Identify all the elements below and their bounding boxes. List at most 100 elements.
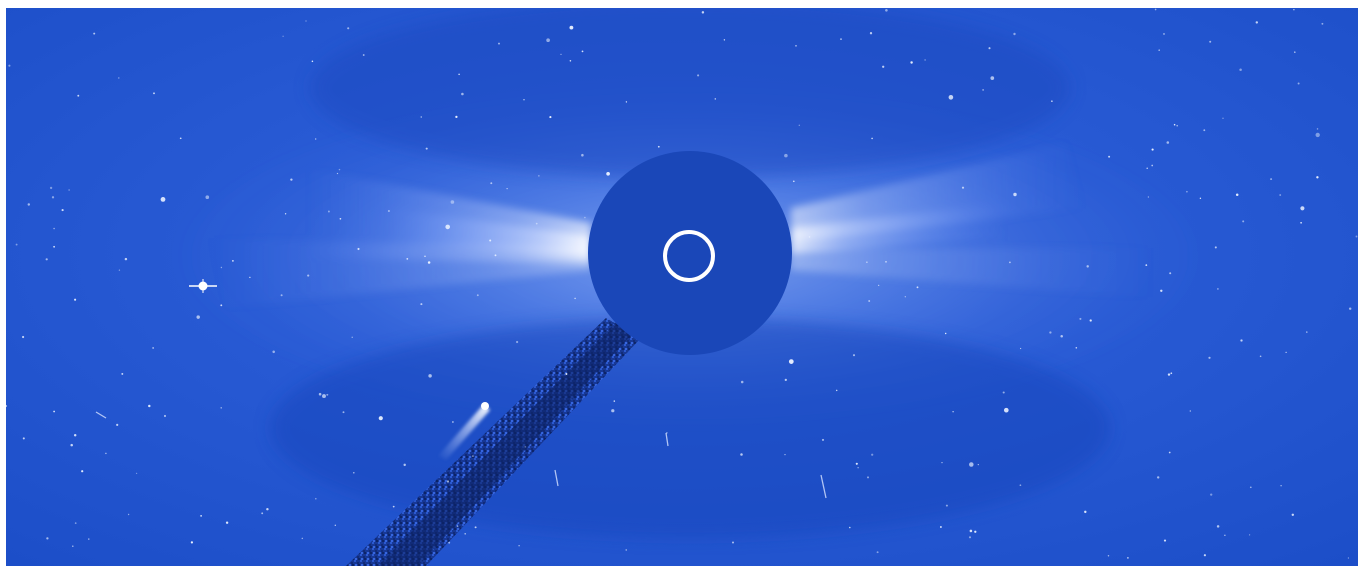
star <box>327 210 330 213</box>
star <box>1160 289 1163 292</box>
star <box>1259 355 1262 358</box>
star <box>1084 510 1087 514</box>
star <box>625 101 628 103</box>
star <box>266 507 269 511</box>
star <box>1013 192 1017 197</box>
star <box>225 521 229 524</box>
star <box>1300 206 1305 211</box>
star <box>1089 319 1092 322</box>
star <box>1242 220 1245 223</box>
star <box>948 94 954 100</box>
star <box>731 541 735 544</box>
star <box>220 304 223 307</box>
star <box>1051 100 1053 102</box>
star <box>1214 246 1217 249</box>
star <box>795 45 797 47</box>
star <box>857 467 859 469</box>
star <box>657 145 660 148</box>
star <box>1316 128 1319 130</box>
star <box>1003 407 1009 413</box>
star <box>1013 32 1016 36</box>
star <box>982 89 984 91</box>
star <box>1315 132 1320 138</box>
star-field <box>6 8 1358 559</box>
star <box>22 437 25 440</box>
star <box>1316 176 1319 179</box>
star <box>27 203 31 206</box>
star <box>455 115 458 119</box>
star <box>93 32 96 35</box>
star <box>941 461 943 464</box>
star <box>1208 356 1211 359</box>
star <box>1297 82 1300 85</box>
star <box>969 529 973 533</box>
star <box>565 373 568 375</box>
star <box>538 175 540 177</box>
star <box>1300 221 1302 224</box>
star <box>974 530 977 533</box>
star <box>885 261 887 263</box>
star <box>490 182 493 185</box>
star <box>338 168 341 171</box>
star <box>1168 451 1171 454</box>
star <box>326 393 329 396</box>
star <box>81 470 84 473</box>
star <box>261 512 264 515</box>
comet <box>438 402 490 460</box>
star <box>311 60 314 63</box>
star <box>866 261 868 263</box>
star <box>990 76 995 80</box>
star <box>1019 484 1022 487</box>
star <box>196 315 200 319</box>
bright-star <box>189 279 217 293</box>
star <box>1255 21 1259 24</box>
star <box>1189 410 1191 412</box>
star <box>1079 317 1082 320</box>
star <box>387 209 390 213</box>
star <box>1291 513 1295 517</box>
star <box>205 195 210 200</box>
star <box>869 32 873 35</box>
star <box>1249 486 1252 489</box>
star <box>315 138 317 140</box>
star <box>1306 331 1308 333</box>
star <box>232 260 234 262</box>
star <box>249 276 251 279</box>
star <box>560 53 562 56</box>
star <box>362 54 365 56</box>
star <box>70 443 73 447</box>
star <box>1293 8 1295 11</box>
star <box>613 400 616 402</box>
star <box>740 453 743 456</box>
sun-outline-ring <box>663 230 715 282</box>
star <box>740 380 744 384</box>
star <box>446 480 450 483</box>
star <box>74 522 77 524</box>
star <box>581 153 584 157</box>
star <box>1167 373 1171 376</box>
star <box>952 411 954 413</box>
star <box>127 513 130 516</box>
star <box>498 42 500 45</box>
star <box>489 239 492 242</box>
star <box>1163 539 1167 542</box>
star <box>406 258 409 260</box>
star <box>606 171 610 176</box>
star <box>1086 265 1089 268</box>
star <box>315 497 317 500</box>
star <box>336 172 339 175</box>
star <box>1060 334 1063 338</box>
cosmic-ray-streaks <box>95 411 827 499</box>
star <box>788 359 794 364</box>
star <box>121 372 124 375</box>
star <box>272 350 275 354</box>
star <box>855 462 858 465</box>
star <box>284 213 287 215</box>
star <box>1285 351 1287 354</box>
star <box>282 35 284 37</box>
star <box>969 462 974 467</box>
star <box>450 200 455 204</box>
comet-nucleus <box>481 402 489 410</box>
star <box>452 421 454 423</box>
star <box>148 404 151 408</box>
